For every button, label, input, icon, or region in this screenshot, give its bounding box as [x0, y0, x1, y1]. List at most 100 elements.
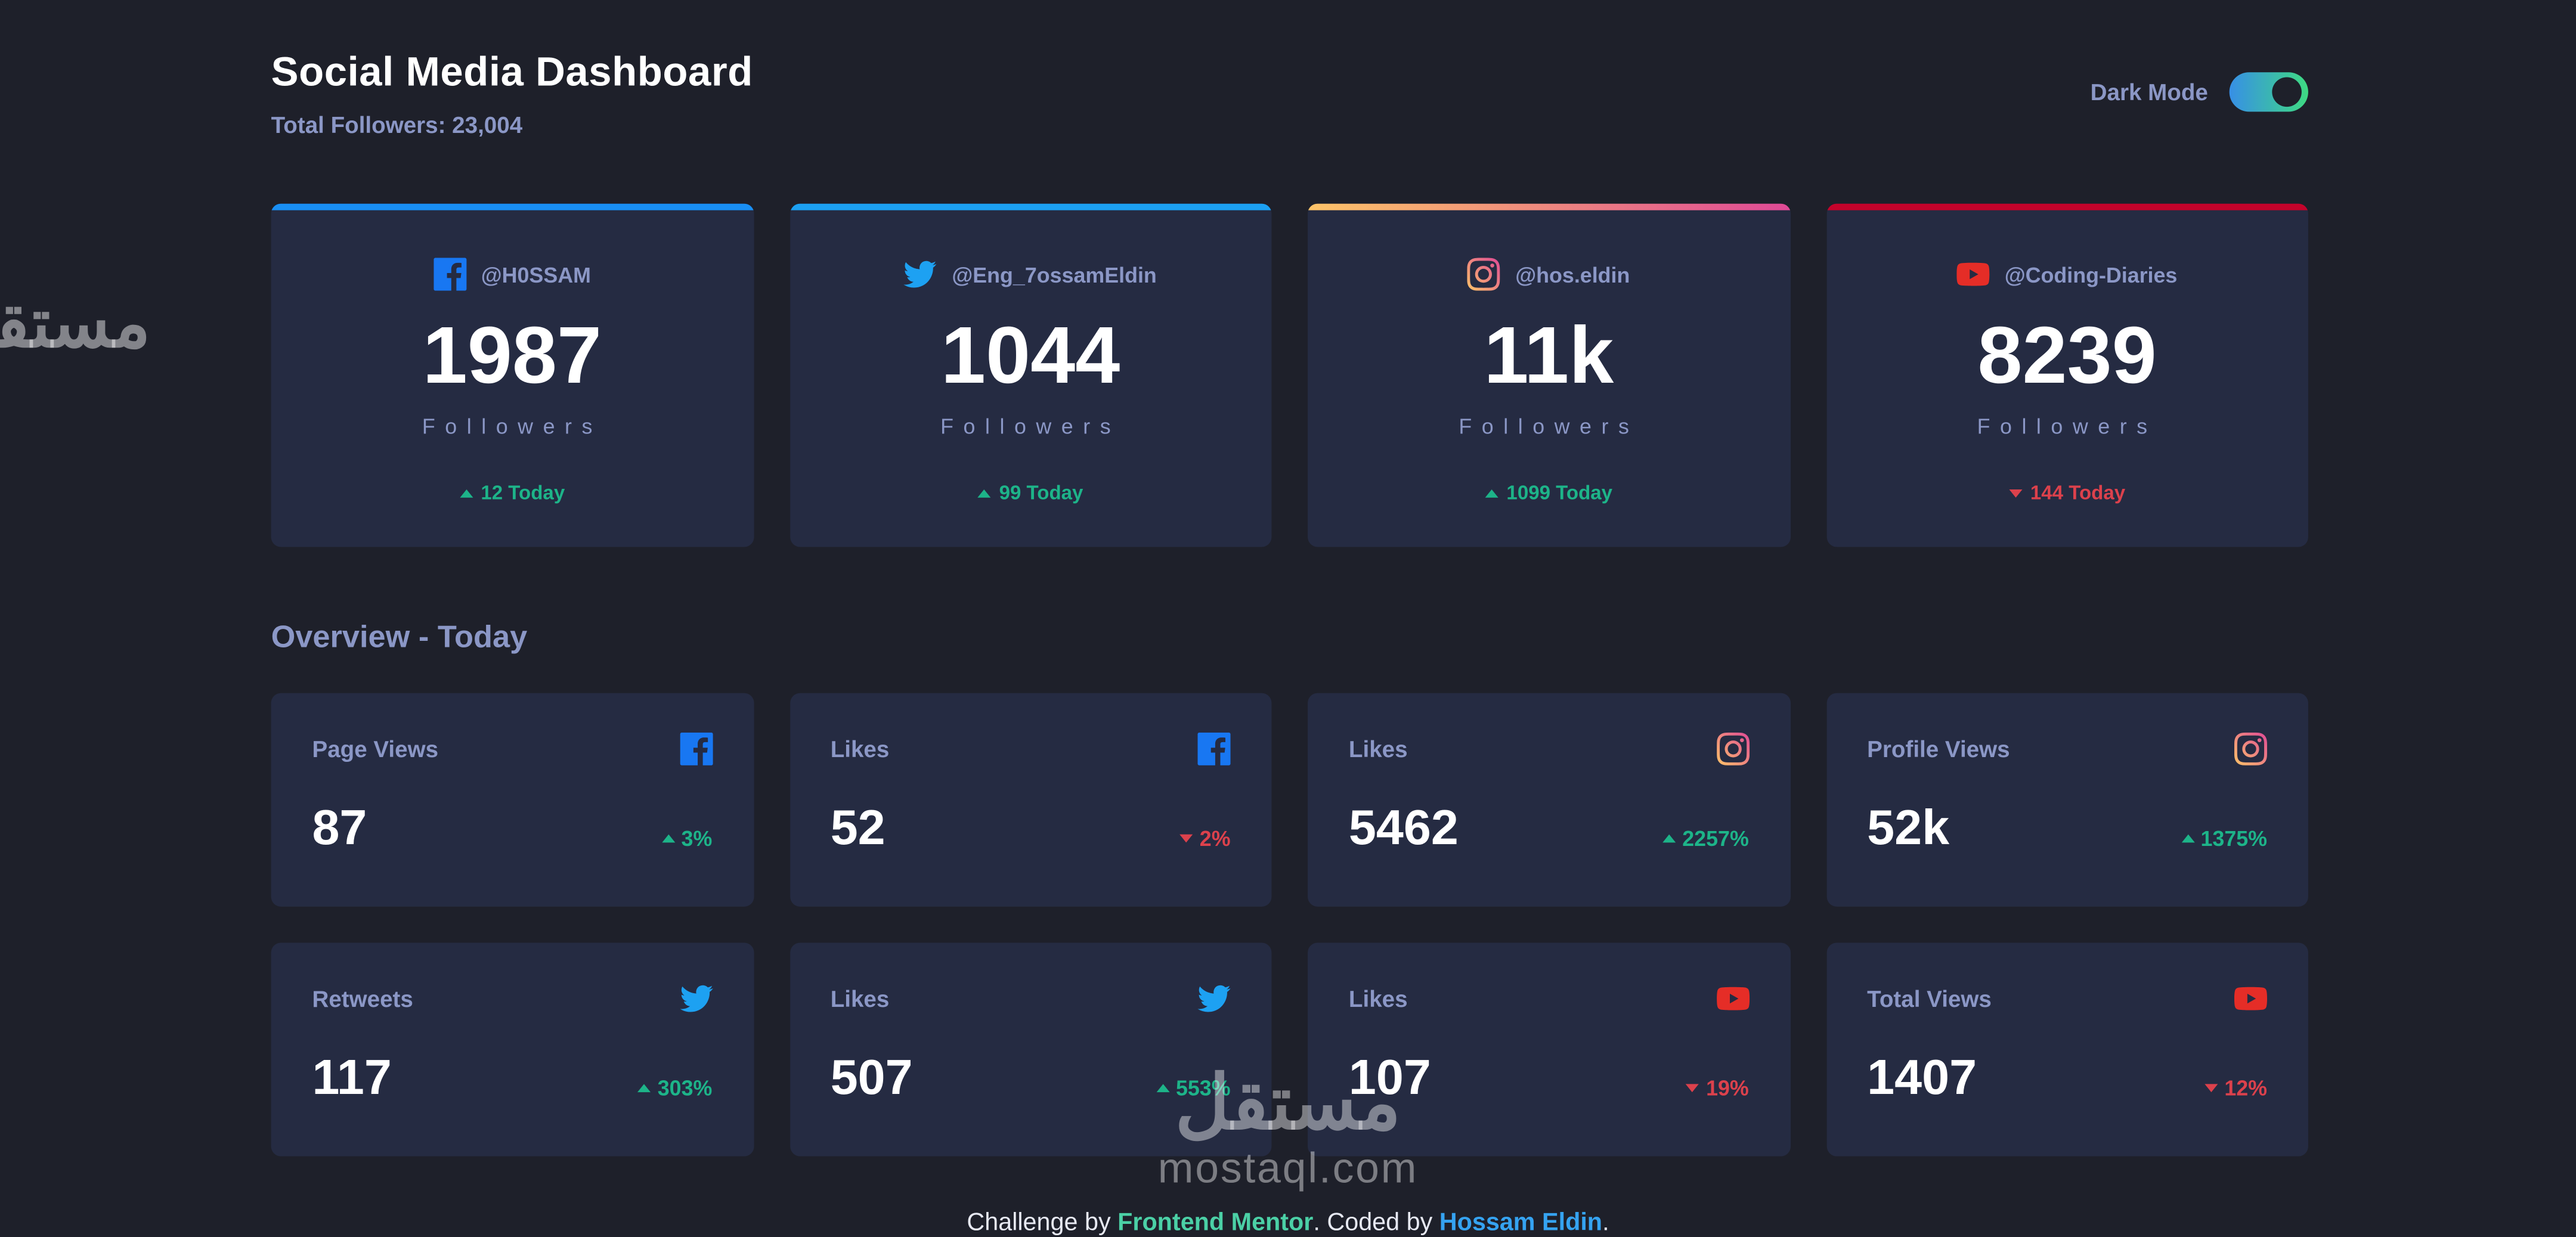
header-titles: Social Media Dashboard Total Followers: …: [271, 49, 753, 138]
overview-card-likes-twitter: Likes 507 553%: [789, 943, 1272, 1157]
overview-cards-row-1: Page Views 87 3% Likes: [271, 693, 2308, 907]
follower-card-twitter: @Eng_7ossamEldin 1044 Followers 99 Today: [789, 203, 1272, 547]
total-followers: Total Followers: 23,004: [271, 111, 523, 138]
metric-value: 507: [830, 1051, 913, 1106]
today-change: 99 Today: [999, 481, 1083, 504]
youtube-accent-bar: [1826, 203, 2308, 210]
metric-label: Retweets: [312, 985, 413, 1012]
follower-card-facebook: @H0SSAM 1987 Followers 12 Today: [271, 203, 754, 547]
follower-count-label: Followers: [1459, 414, 1639, 439]
footer: Challenge by Frontend Mentor. Coded by H…: [0, 1209, 2576, 1237]
handle: @Coding-Diaries: [2004, 262, 2178, 287]
facebook-accent-bar: [271, 203, 754, 210]
up-arrow-icon: [1662, 834, 1676, 843]
metric-change: 1375%: [2200, 826, 2268, 851]
twitter-icon: [679, 982, 713, 1015]
frontend-mentor-link[interactable]: Frontend Mentor: [1117, 1208, 1314, 1237]
metric-label: Likes: [1348, 985, 1408, 1012]
up-arrow-icon: [637, 1084, 651, 1093]
dark-mode-control: Dark Mode: [2090, 72, 2308, 112]
overview-card-likes-instagram: Likes 5462 2257%: [1308, 693, 1790, 907]
down-arrow-icon: [1179, 834, 1193, 843]
youtube-icon: [1956, 258, 1990, 291]
overview-card-likes-youtube: Likes 107 19%: [1308, 943, 1790, 1157]
metric-label: Total Views: [1867, 985, 1992, 1012]
twitter-icon: [1197, 982, 1231, 1015]
today-change: 144 Today: [2030, 481, 2126, 504]
overview-cards-row-2: Retweets 117 303% Likes: [271, 943, 2308, 1157]
metric-value: 52k: [1867, 801, 1950, 856]
metric-value: 107: [1348, 1051, 1431, 1106]
today-change: 12 Today: [481, 481, 565, 504]
follower-count: 11k: [1484, 312, 1614, 401]
instagram-icon: [1467, 258, 1501, 291]
follower-count-label: Followers: [422, 414, 602, 439]
author-link[interactable]: Hossam Eldin: [1439, 1208, 1603, 1237]
overview-card-likes-facebook: Likes 52 2%: [789, 693, 1272, 907]
metric-value: 117: [312, 1051, 392, 1106]
overview-card-retweets-twitter: Retweets 117 303%: [271, 943, 754, 1157]
follower-count-label: Followers: [1977, 414, 2157, 439]
metric-value: 1407: [1867, 1051, 1977, 1106]
follower-count: 8239: [1977, 312, 2157, 401]
up-arrow-icon: [459, 488, 473, 497]
toggle-knob: [2272, 77, 2302, 107]
metric-label: Page Views: [312, 736, 439, 762]
up-arrow-icon: [1156, 1084, 1169, 1093]
twitter-accent-bar: [789, 203, 1272, 210]
youtube-icon: [1716, 982, 1749, 1015]
metric-value: 87: [312, 801, 367, 856]
metric-label: Likes: [1348, 736, 1408, 762]
metric-value: 52: [830, 801, 886, 856]
facebook-icon: [1197, 732, 1231, 765]
metric-change: 553%: [1175, 1075, 1231, 1100]
up-arrow-icon: [661, 834, 675, 843]
twitter-icon: [904, 258, 937, 291]
follower-count: 1044: [940, 312, 1120, 401]
follower-count-label: Followers: [940, 414, 1121, 439]
footer-text: Challenge by: [967, 1208, 1118, 1237]
dark-mode-toggle[interactable]: [2229, 72, 2308, 112]
footer-text: .: [1602, 1208, 1609, 1237]
metric-change: 19%: [1706, 1075, 1749, 1100]
mostaql-watermark-edge: مستقل: [0, 284, 151, 362]
follower-card-youtube: @Coding-Diaries 8239 Followers 144 Today: [1826, 203, 2308, 547]
metric-change: 12%: [2224, 1075, 2268, 1100]
dark-mode-label: Dark Mode: [2090, 79, 2208, 106]
today-change: 1099 Today: [1506, 481, 1613, 504]
metric-change: 303%: [657, 1075, 713, 1100]
handle: @Eng_7ossamEldin: [952, 262, 1157, 287]
up-arrow-icon: [2181, 834, 2194, 843]
metric-change: 3%: [681, 826, 713, 851]
metric-label: Likes: [830, 736, 890, 762]
metric-label: Likes: [830, 985, 890, 1012]
metric-value: 5462: [1348, 801, 1459, 856]
instagram-icon: [2234, 732, 2268, 765]
follower-card-instagram: @hos.eldin 11k Followers 1099 Today: [1308, 203, 1790, 547]
follower-cards: @H0SSAM 1987 Followers 12 Today @Eng_7os…: [271, 203, 2308, 547]
instagram-icon: [1716, 732, 1749, 765]
down-arrow-icon: [2009, 488, 2023, 497]
page-title: Social Media Dashboard: [271, 49, 753, 95]
facebook-icon: [433, 258, 466, 291]
instagram-accent-bar: [1308, 203, 1790, 210]
down-arrow-icon: [2205, 1084, 2218, 1093]
overview-card-page-views-facebook: Page Views 87 3%: [271, 693, 754, 907]
metric-change: 2%: [1199, 826, 1231, 851]
metric-label: Profile Views: [1867, 736, 2010, 762]
up-arrow-icon: [977, 488, 991, 497]
overview-heading: Overview - Today: [271, 621, 528, 656]
overview-card-total-views-youtube: Total Views 1407 12%: [1826, 943, 2308, 1157]
overview-card-profile-views-instagram: Profile Views 52k 1375%: [1826, 693, 2308, 907]
handle: @hos.eldin: [1515, 262, 1630, 287]
up-arrow-icon: [1485, 488, 1498, 497]
down-arrow-icon: [1686, 1084, 1700, 1093]
youtube-icon: [2234, 982, 2268, 1015]
follower-count: 1987: [422, 312, 602, 401]
handle: @H0SSAM: [481, 262, 591, 287]
facebook-icon: [679, 732, 713, 765]
footer-text: . Coded by: [1313, 1208, 1439, 1237]
metric-change: 2257%: [1682, 826, 1749, 851]
header: Social Media Dashboard Total Followers: …: [271, 0, 2308, 138]
